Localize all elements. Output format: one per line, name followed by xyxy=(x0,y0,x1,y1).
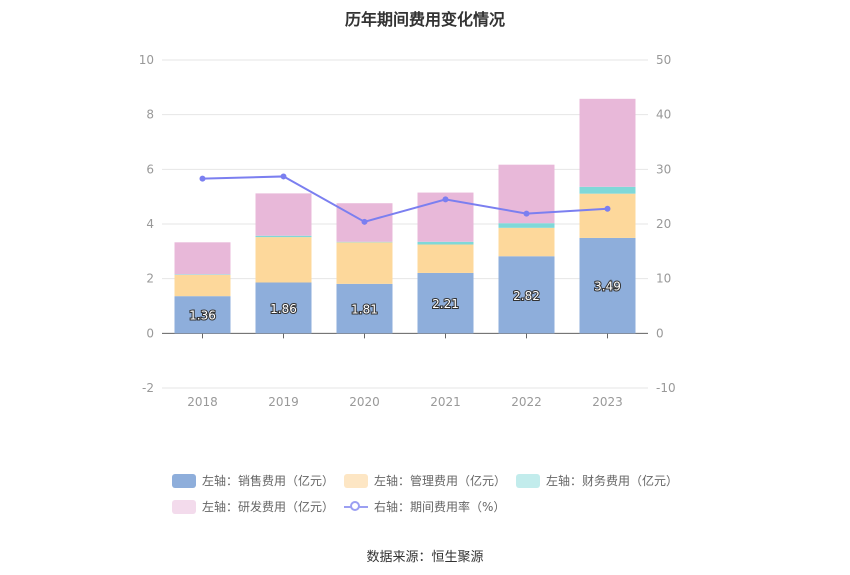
bar-sales xyxy=(336,283,393,334)
legend-item-rnd[interactable]: 左轴：研发费用（亿元） xyxy=(172,498,334,515)
bar-admin xyxy=(579,193,636,238)
expense-ratio-point xyxy=(523,210,530,217)
right-axis-tick-label: 30 xyxy=(656,162,671,176)
x-axis-tick-label: 2019 xyxy=(268,395,299,409)
right-axis-tick-label: 10 xyxy=(656,272,671,286)
expense-ratio-point xyxy=(604,205,611,212)
bar-finance xyxy=(417,241,474,245)
left-axis-tick-label: 6 xyxy=(146,162,154,176)
bar-sales xyxy=(174,296,231,334)
legend-swatch-finance xyxy=(516,473,540,488)
left-axis-tick-label: 10 xyxy=(139,53,154,67)
expense-ratio-point xyxy=(442,196,449,203)
expense-ratio-line xyxy=(202,175,608,223)
x-axis-tick-label: 2021 xyxy=(430,395,461,409)
bar-sales xyxy=(417,272,474,334)
right-axis-tick-label: 0 xyxy=(656,326,664,340)
legend-label-expense-ratio: 右轴：期间费用率（%） xyxy=(374,500,506,514)
expense-ratio-point xyxy=(199,175,206,182)
chart-title: 历年期间费用变化情况 xyxy=(344,10,505,29)
left-axis-tick-label: 0 xyxy=(146,326,154,340)
data-source: 数据来源：恒生聚源 xyxy=(366,550,484,565)
bar-sales-data-label: 3.49 xyxy=(594,280,621,294)
legend-swatch-sales xyxy=(172,473,196,488)
legend-swatch-admin xyxy=(344,473,368,488)
expense-ratio-point xyxy=(361,218,368,225)
right-axis-tick-label: 20 xyxy=(656,217,671,231)
left-axis-tick-label: 4 xyxy=(146,217,154,231)
legend-swatch-expense-ratio xyxy=(344,500,368,514)
x-axis-tick-label: 2022 xyxy=(511,395,542,409)
right-axis-tick-label: 50 xyxy=(656,53,671,67)
legend-item-admin[interactable]: 左轴：管理费用（亿元） xyxy=(344,472,506,489)
legend-label-admin: 左轴：管理费用（亿元） xyxy=(374,474,507,488)
bar-admin xyxy=(417,244,474,273)
legend-label-rnd: 左轴：研发费用（亿元） xyxy=(202,500,335,514)
legend-swatch-rnd xyxy=(172,499,196,514)
bar-sales-data-label: 2.21 xyxy=(432,297,459,311)
x-axis-tick-label: 2023 xyxy=(592,395,623,409)
bar-admin xyxy=(255,237,312,283)
bar-finance xyxy=(498,223,555,228)
bar-finance xyxy=(336,241,393,243)
right-axis-tick-label: 40 xyxy=(656,108,671,122)
bar-sales-data-label: 1.86 xyxy=(270,302,297,316)
bar-sales xyxy=(498,256,555,334)
x-axis-tick-label: 2018 xyxy=(187,395,218,409)
bar-rnd xyxy=(579,98,636,187)
expense-ratio-point xyxy=(280,173,287,180)
bar-sales xyxy=(579,237,636,334)
bar-admin xyxy=(336,242,393,284)
legend-item-sales[interactable]: 左轴：销售费用（亿元） xyxy=(172,472,334,489)
bar-sales-data-label: 1.81 xyxy=(351,303,378,317)
bar-rnd xyxy=(255,193,312,236)
left-axis-tick-label: 2 xyxy=(146,272,154,286)
legend-item-expense-ratio[interactable]: 右轴：期间费用率（%） xyxy=(344,498,505,515)
bar-finance xyxy=(579,186,636,194)
bar-admin xyxy=(174,274,231,297)
right-axis-tick-label: -10 xyxy=(656,381,676,395)
legend-label-finance: 左轴：财务费用（亿元） xyxy=(546,474,679,488)
bar-admin xyxy=(498,227,555,257)
legend-item-finance[interactable]: 左轴：财务费用（亿元） xyxy=(516,472,678,489)
left-axis-tick-label: -2 xyxy=(142,381,154,395)
bar-sales-data-label: 2.82 xyxy=(513,289,540,303)
bar-finance xyxy=(255,235,312,238)
bar-finance xyxy=(174,274,231,275)
legend-label-sales: 左轴：销售费用（亿元） xyxy=(202,474,335,488)
x-axis-tick-label: 2020 xyxy=(349,395,380,409)
bar-sales-data-label: 1.36 xyxy=(189,309,216,323)
bar-rnd xyxy=(174,242,231,275)
bar-sales xyxy=(255,282,312,334)
left-axis-tick-label: 8 xyxy=(146,108,154,122)
